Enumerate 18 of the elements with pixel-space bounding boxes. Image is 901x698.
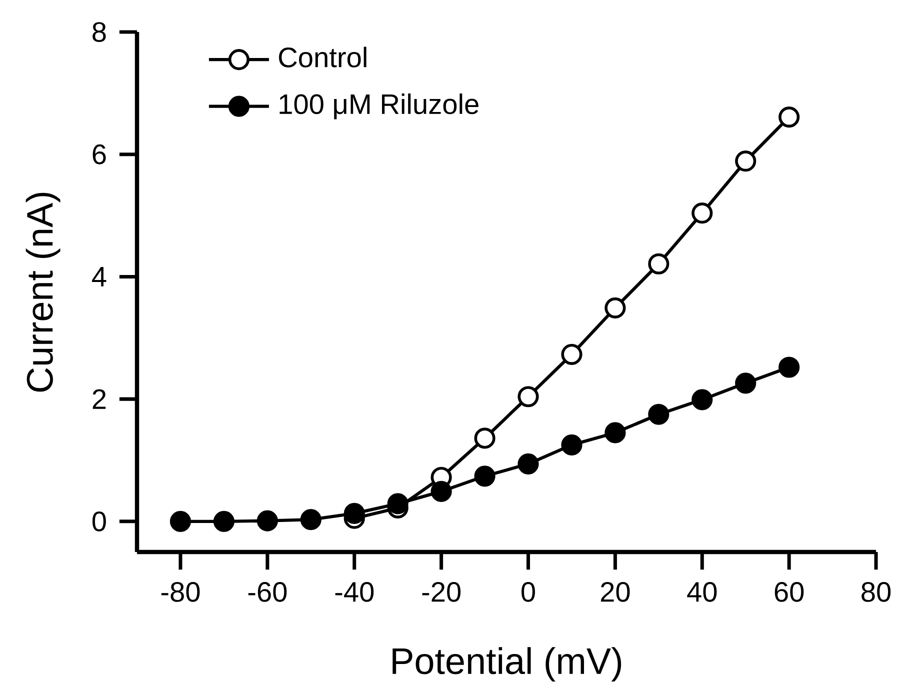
x-tick-label: 20 — [600, 582, 630, 602]
y-tick-label: 4 — [92, 267, 106, 286]
x-tick-label: -20 — [422, 582, 461, 602]
x-tick-label: -80 — [161, 582, 200, 602]
y-tick-label: 6 — [92, 144, 106, 164]
legend-label: 100 μM Riluzole — [280, 93, 478, 120]
y-tick-label: 2 — [92, 389, 106, 409]
x-tick-label: 40 — [687, 582, 717, 602]
y-axis-title: Current (nA) — [26, 192, 60, 392]
x-tick-label: -40 — [335, 582, 374, 602]
y-tick-label: 0 — [92, 511, 106, 532]
x-tick-label: 60 — [774, 582, 804, 602]
x-tick-label: 0 — [522, 582, 535, 602]
x-tick-label: 80 — [862, 582, 891, 602]
x-tick-label: -60 — [248, 582, 287, 602]
legend-label: Control — [279, 46, 366, 68]
x-axis-title: Potential (mV) — [392, 647, 622, 682]
y-tick-label: 8 — [92, 22, 106, 42]
